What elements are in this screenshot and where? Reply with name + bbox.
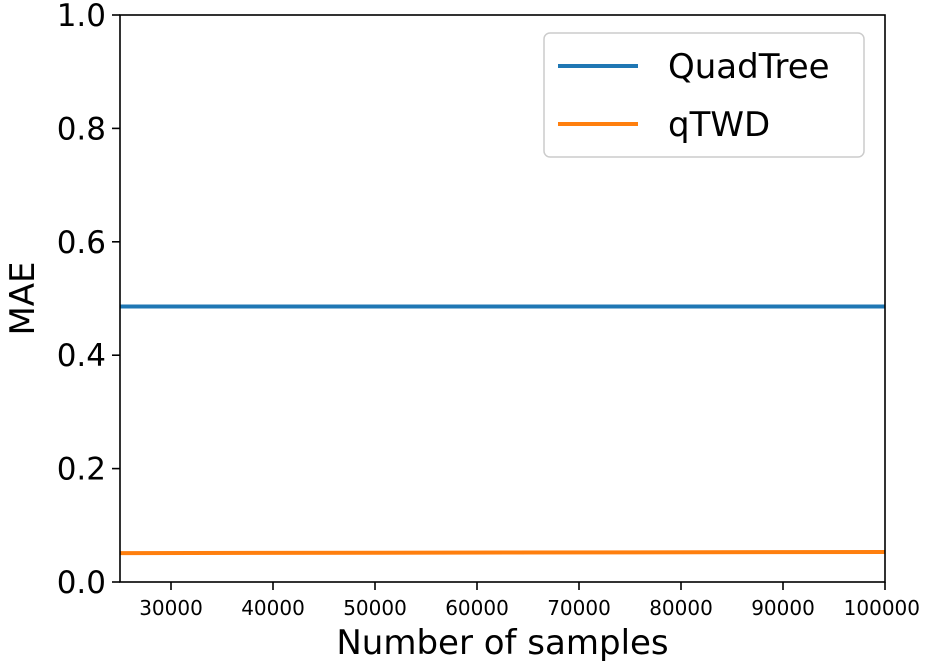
y-tick-label: 0.6: [57, 225, 106, 261]
y-tick-label: 1.0: [57, 0, 106, 34]
series-layer: [119, 304, 886, 556]
legend-label-quadtree: QuadTree: [668, 47, 830, 87]
y-tick-label: 0.2: [57, 452, 106, 488]
plot-frame: [119, 14, 886, 583]
y-tick-label: 0.4: [57, 338, 106, 374]
x-tick-label: 80000: [649, 596, 713, 620]
x-tick-label: 40000: [241, 596, 305, 620]
x-axis-label: Number of samples: [336, 623, 668, 663]
legend-label-qtwd: qTWD: [668, 105, 770, 145]
x-tick-label: 100000: [844, 596, 920, 620]
x-tick-label: 90000: [751, 596, 815, 620]
y-tick-label: 0.0: [57, 565, 106, 601]
y-tick-label: 0.8: [57, 111, 106, 147]
x-tick-label: 50000: [343, 596, 407, 620]
ticks-layer: 0.0 0.2 0.4 0.6 0.8 1.0 30000 40000 50000 60000 70…: [57, 0, 920, 620]
x-tick-label: 60000: [445, 596, 509, 620]
y-axis-label: MAE: [3, 261, 43, 335]
series-line-qtwd: [119, 549, 886, 556]
x-tick-label: 30000: [139, 596, 203, 620]
legend: QuadTree qTWD: [543, 32, 865, 158]
x-tick-label: 70000: [547, 596, 611, 620]
